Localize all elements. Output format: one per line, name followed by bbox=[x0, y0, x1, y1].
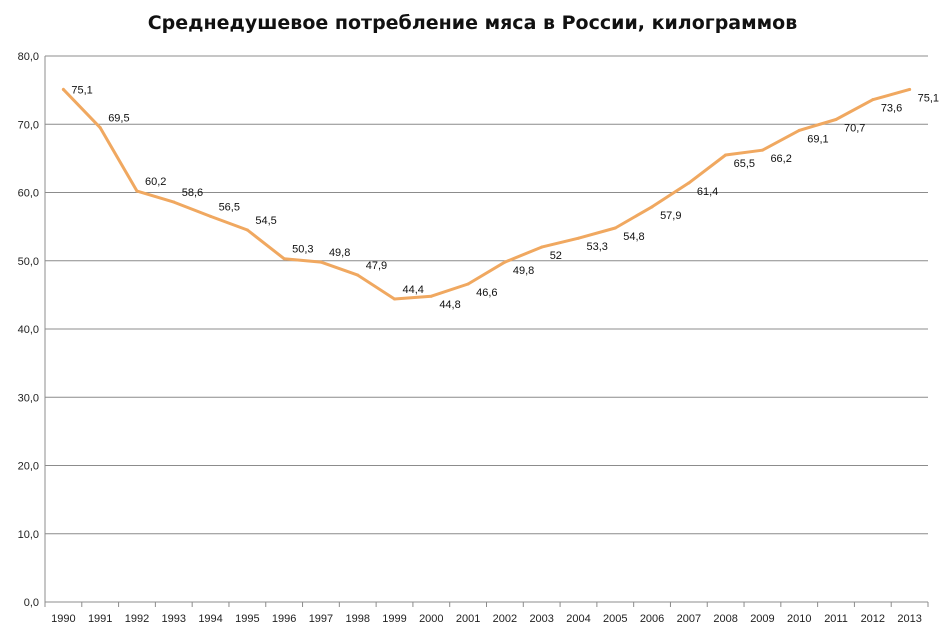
data-label: 66,2 bbox=[770, 153, 791, 165]
data-point bbox=[98, 126, 102, 130]
data-label: 54,5 bbox=[255, 215, 276, 227]
data-point bbox=[282, 257, 286, 261]
data-point bbox=[908, 87, 912, 91]
x-tick-label: 2001 bbox=[456, 613, 480, 625]
y-tick-label: 60,0 bbox=[18, 188, 39, 200]
series-line bbox=[61, 87, 912, 301]
y-tick-label: 40,0 bbox=[18, 324, 39, 336]
y-tick-label: 80,0 bbox=[18, 51, 39, 63]
data-label: 44,8 bbox=[439, 299, 460, 311]
chart-title: Среднедушевое потребление мяса в России,… bbox=[147, 12, 798, 34]
data-label: 54,8 bbox=[623, 231, 644, 243]
x-tick-label: 2011 bbox=[824, 613, 848, 625]
data-label: 47,9 bbox=[366, 260, 387, 272]
data-label: 57,9 bbox=[660, 210, 681, 222]
data-label: 60,2 bbox=[145, 176, 166, 188]
x-tick-label: 1995 bbox=[235, 613, 259, 625]
data-point bbox=[135, 189, 139, 193]
x-tick-label: 1992 bbox=[125, 613, 149, 625]
data-label: 75,1 bbox=[918, 92, 939, 104]
x-tick-label: 2003 bbox=[529, 613, 553, 625]
x-tick-label: 1996 bbox=[272, 613, 296, 625]
y-tick-label: 30,0 bbox=[18, 392, 39, 404]
data-point bbox=[209, 214, 213, 218]
data-label: 70,7 bbox=[844, 122, 865, 134]
data-point bbox=[319, 260, 323, 264]
x-tick-label: 1991 bbox=[88, 613, 112, 625]
y-tick-label: 70,0 bbox=[18, 119, 39, 131]
data-point bbox=[834, 117, 838, 121]
x-tick-label: 2004 bbox=[566, 613, 590, 625]
data-point bbox=[245, 228, 249, 232]
data-point bbox=[356, 273, 360, 277]
x-tick-label: 2005 bbox=[603, 613, 627, 625]
data-point bbox=[613, 226, 617, 230]
data-label: 69,1 bbox=[807, 133, 828, 145]
x-tick-label: 2009 bbox=[750, 613, 774, 625]
x-tick-label: 1990 bbox=[51, 613, 75, 625]
data-label: 49,8 bbox=[513, 265, 534, 277]
data-label: 53,3 bbox=[586, 241, 607, 253]
x-tick-label: 2002 bbox=[493, 613, 517, 625]
x-tick-label: 2008 bbox=[713, 613, 737, 625]
x-tick-label: 2013 bbox=[897, 613, 921, 625]
x-tick-label: 1998 bbox=[345, 613, 369, 625]
y-tick-label: 20,0 bbox=[18, 461, 39, 473]
data-label: 75,1 bbox=[71, 84, 92, 96]
data-point bbox=[61, 87, 65, 91]
x-tick-label: 2010 bbox=[787, 613, 811, 625]
data-point bbox=[760, 148, 764, 152]
data-label: 50,3 bbox=[292, 244, 313, 256]
x-tick-label: 2012 bbox=[861, 613, 885, 625]
x-tick-label: 1997 bbox=[309, 613, 333, 625]
x-tick-label: 2000 bbox=[419, 613, 443, 625]
data-label: 73,6 bbox=[881, 103, 902, 115]
data-label: 56,5 bbox=[219, 201, 240, 213]
data-point bbox=[393, 297, 397, 301]
data-point bbox=[503, 260, 507, 264]
x-tick-label: 2007 bbox=[677, 613, 701, 625]
y-tick-label: 50,0 bbox=[18, 256, 39, 268]
data-point bbox=[687, 181, 691, 185]
data-point bbox=[724, 153, 728, 157]
data-label: 49,8 bbox=[329, 247, 350, 259]
data-label: 58,6 bbox=[182, 187, 203, 199]
data-label: 65,5 bbox=[734, 158, 755, 170]
x-tick-label: 1993 bbox=[162, 613, 186, 625]
data-label: 52 bbox=[550, 250, 562, 262]
data-point bbox=[576, 236, 580, 240]
x-tick-label: 1994 bbox=[198, 613, 222, 625]
data-point bbox=[466, 282, 470, 286]
data-point bbox=[650, 205, 654, 209]
data-point bbox=[172, 200, 176, 204]
x-tick-label: 2006 bbox=[640, 613, 664, 625]
data-point bbox=[540, 245, 544, 249]
data-label: 44,4 bbox=[403, 284, 424, 296]
y-tick-label: 0,0 bbox=[24, 597, 39, 609]
x-tick-label: 1999 bbox=[382, 613, 406, 625]
data-label: 69,5 bbox=[108, 113, 129, 125]
data-label: 46,6 bbox=[476, 287, 497, 299]
y-tick-label: 10,0 bbox=[18, 529, 39, 541]
data-point bbox=[797, 128, 801, 132]
data-point bbox=[871, 98, 875, 102]
data-label: 61,4 bbox=[697, 186, 718, 198]
data-point bbox=[429, 294, 433, 298]
